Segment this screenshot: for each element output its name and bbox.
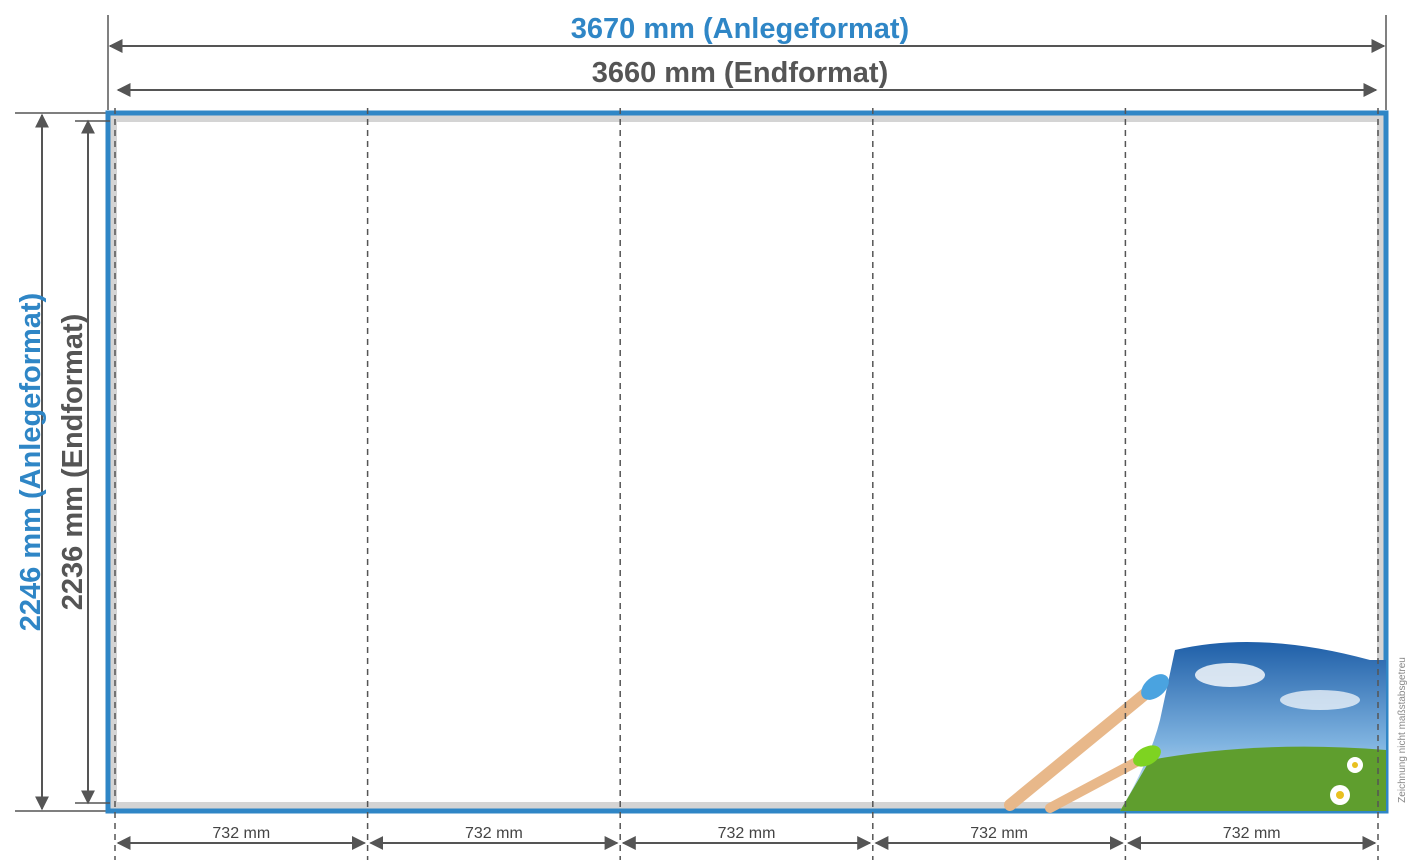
panel-width-label: 732 mm: [970, 825, 1028, 842]
panel-width-label: 732 mm: [1223, 825, 1281, 842]
scale-note: Zeichnung nicht maßstabsgetreu: [1397, 657, 1407, 803]
final-width-label: 3660 mm (Endformat): [592, 57, 889, 89]
panel-width-label: 732 mm: [212, 825, 270, 842]
illustration: [1010, 642, 1386, 811]
panel-width-label: 732 mm: [465, 825, 523, 842]
diagram: 3670 mm (Anlegeformat) 3660 mm (Endforma…: [0, 0, 1407, 860]
bleed-width-label: 3670 mm (Anlegeformat): [571, 13, 909, 45]
final-height-label: 2236 mm (Endformat): [57, 314, 89, 611]
panel-width-label: 732 mm: [718, 825, 776, 842]
bleed-height-label: 2246 mm (Anlegeformat): [15, 293, 47, 631]
